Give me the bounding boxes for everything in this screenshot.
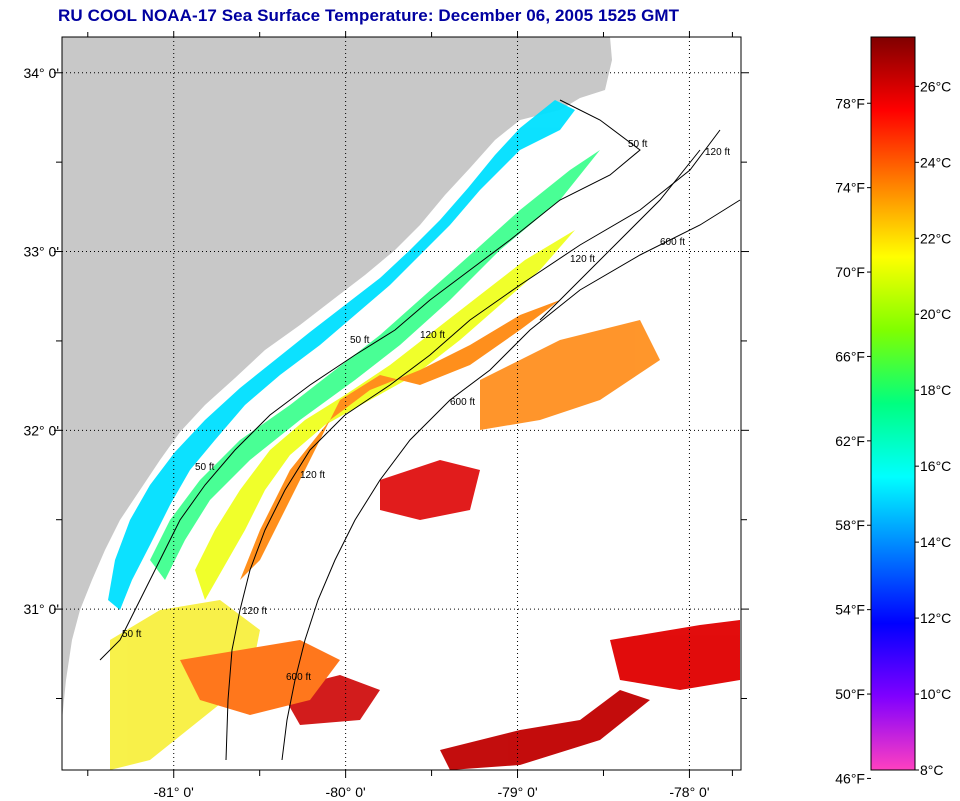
colorbar-label-f: 70°F bbox=[835, 264, 865, 280]
colorbar-label-c: 26°C bbox=[920, 78, 951, 94]
colorbar-label-c: 16°C bbox=[920, 458, 951, 474]
sst-green-band bbox=[150, 150, 600, 580]
lon-tick-label: -81° 0' bbox=[154, 784, 194, 800]
colorbar-label-c: 8°C bbox=[920, 762, 944, 778]
lon-tick-label: -78° 0' bbox=[669, 784, 709, 800]
map-axes bbox=[54, 31, 749, 778]
colorbar-labels: 26°C 24°C 22°C 20°C 18°C 16°C 14°C 12°C 10°C 8°C 7… bbox=[835, 78, 951, 786]
sst-yellow-south bbox=[110, 600, 260, 770]
contour-label: 600 ft bbox=[286, 672, 311, 683]
lat-tick-label: 32° 0' bbox=[23, 422, 59, 438]
colorbar-label-c: 22°C bbox=[920, 230, 951, 246]
colorbar-label-f: 50°F bbox=[835, 686, 865, 702]
contour-label: 50 ft bbox=[122, 629, 142, 640]
sst-red-patch-3 bbox=[440, 690, 650, 770]
map-title: RU COOL NOAA-17 Sea Surface Temperature:… bbox=[58, 6, 680, 25]
colorbar-label-f: 54°F bbox=[835, 602, 865, 618]
land-mass bbox=[62, 37, 612, 720]
colorbar-label-f: 74°F bbox=[835, 180, 865, 196]
isobath-contours bbox=[99, 99, 741, 761]
colorbar-label-c: 24°C bbox=[920, 154, 951, 170]
isobath-50ft bbox=[99, 99, 641, 661]
contour-label: 50 ft bbox=[350, 335, 370, 346]
lat-tick-label: 33° 0' bbox=[23, 244, 59, 260]
contour-label: 120 ft bbox=[242, 606, 267, 617]
contour-label: 600 ft bbox=[450, 397, 475, 408]
map-frame bbox=[61, 36, 742, 771]
colorbar-label-f: 62°F bbox=[835, 433, 865, 449]
colorbar-label-f: 66°F bbox=[835, 348, 865, 364]
lat-tick-label: 34° 0' bbox=[23, 65, 59, 81]
colorbar-label-f: 78°F bbox=[835, 95, 865, 111]
sst-red-patch-1 bbox=[380, 460, 480, 520]
colorbar-label-f: 58°F bbox=[835, 517, 865, 533]
colorbar-label-c: 18°C bbox=[920, 382, 951, 398]
contour-label: 50 ft bbox=[195, 462, 215, 473]
colorbar-label-c: 14°C bbox=[920, 534, 951, 550]
sst-yellow-band bbox=[195, 230, 575, 600]
colorbar-label-c: 12°C bbox=[920, 610, 951, 626]
contour-label: 120 ft bbox=[420, 330, 445, 341]
lon-tick-label: -80° 0' bbox=[326, 784, 366, 800]
contour-label: 600 ft bbox=[660, 237, 685, 248]
lon-tick-label: -79° 0' bbox=[497, 784, 537, 800]
contour-label: 120 ft bbox=[570, 254, 595, 265]
lat-tick-label: 31° 0' bbox=[23, 601, 59, 617]
isobath-600ft bbox=[281, 199, 741, 761]
colorbar-label-c: 20°C bbox=[920, 306, 951, 322]
sst-orange-offshore bbox=[480, 320, 660, 430]
contour-label: 120 ft bbox=[705, 147, 730, 158]
colorbar bbox=[870, 36, 916, 771]
contour-label: 120 ft bbox=[300, 470, 325, 481]
sst-red-patch-2 bbox=[610, 620, 740, 690]
isobath-600ft-b bbox=[539, 149, 701, 321]
sst-field bbox=[108, 100, 740, 770]
colorbar-label-f: 46°F bbox=[835, 770, 865, 786]
map-axis-labels: -81° 0' -80° 0' -79° 0' -78° 0' 34° 0' 33° 0'… bbox=[23, 65, 709, 800]
contour-label: 50 ft bbox=[628, 139, 648, 150]
colorbar-label-c: 10°C bbox=[920, 686, 951, 702]
isobath-labels: 50 ft 50 ft 50 ft 50 ft 120 ft 120 ft 12… bbox=[122, 139, 730, 683]
isobath-120ft bbox=[225, 129, 721, 761]
